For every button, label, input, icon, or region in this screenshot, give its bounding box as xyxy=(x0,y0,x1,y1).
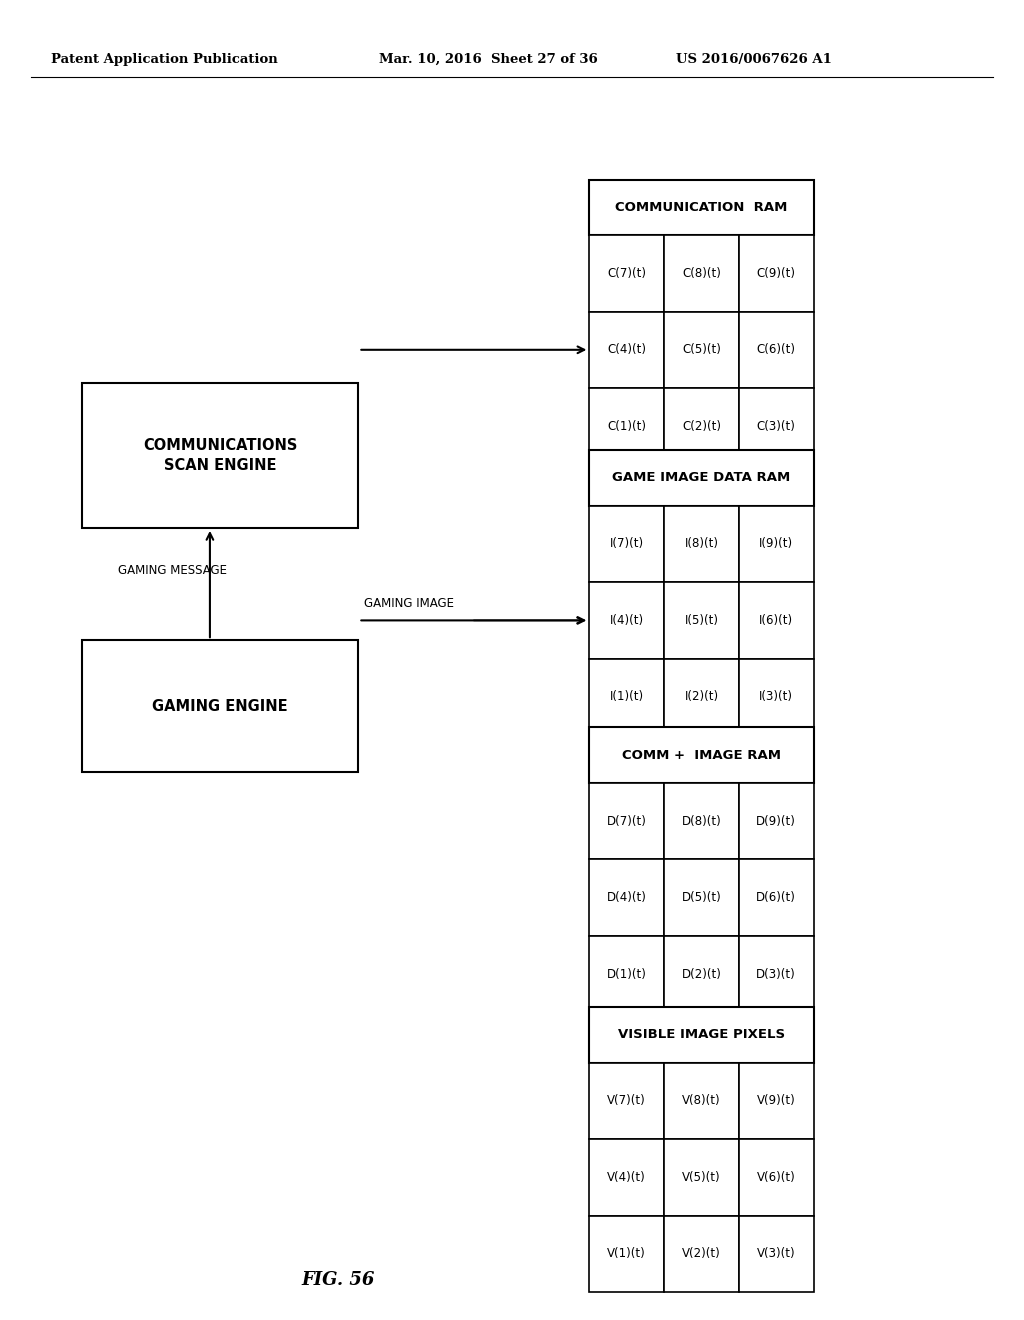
Bar xyxy=(590,235,665,312)
Text: US 2016/0067626 A1: US 2016/0067626 A1 xyxy=(676,53,831,66)
Text: D(4)(t): D(4)(t) xyxy=(607,891,646,904)
Bar xyxy=(665,1063,739,1139)
Text: Mar. 10, 2016  Sheet 27 of 36: Mar. 10, 2016 Sheet 27 of 36 xyxy=(379,53,598,66)
Bar xyxy=(739,235,814,312)
Text: C(9)(t): C(9)(t) xyxy=(757,267,796,280)
Text: I(1)(t): I(1)(t) xyxy=(609,690,644,704)
Bar xyxy=(739,1139,814,1216)
Bar xyxy=(739,659,814,735)
Text: I(2)(t): I(2)(t) xyxy=(684,690,719,704)
Bar xyxy=(590,582,665,659)
Text: COMM +  IMAGE RAM: COMM + IMAGE RAM xyxy=(622,748,781,762)
Bar xyxy=(665,936,739,1012)
Text: COMMUNICATION  RAM: COMMUNICATION RAM xyxy=(615,201,787,214)
Bar xyxy=(590,727,814,783)
Text: C(1)(t): C(1)(t) xyxy=(607,420,646,433)
Text: D(7)(t): D(7)(t) xyxy=(607,814,646,828)
Bar xyxy=(665,506,739,582)
Text: GAMING ENGINE: GAMING ENGINE xyxy=(153,698,288,714)
Bar xyxy=(590,312,665,388)
Text: GAME IMAGE DATA RAM: GAME IMAGE DATA RAM xyxy=(612,471,791,484)
Bar xyxy=(590,1216,665,1292)
Text: C(6)(t): C(6)(t) xyxy=(757,343,796,356)
Bar xyxy=(739,388,814,465)
Text: D(3)(t): D(3)(t) xyxy=(757,968,796,981)
Text: I(4)(t): I(4)(t) xyxy=(609,614,644,627)
Bar xyxy=(590,1063,665,1139)
Text: I(3)(t): I(3)(t) xyxy=(759,690,794,704)
Text: I(6)(t): I(6)(t) xyxy=(759,614,794,627)
Text: COMMUNICATIONS
SCAN ENGINE: COMMUNICATIONS SCAN ENGINE xyxy=(143,438,297,473)
Text: C(2)(t): C(2)(t) xyxy=(682,420,721,433)
Bar xyxy=(739,783,814,859)
Bar xyxy=(665,659,739,735)
Bar xyxy=(739,1216,814,1292)
Bar xyxy=(590,659,665,735)
Text: D(8)(t): D(8)(t) xyxy=(682,814,721,828)
Bar xyxy=(590,1007,814,1063)
Bar xyxy=(665,1139,739,1216)
Bar xyxy=(665,312,739,388)
Bar xyxy=(590,450,814,506)
Bar xyxy=(590,1139,665,1216)
Text: VISIBLE IMAGE PIXELS: VISIBLE IMAGE PIXELS xyxy=(617,1028,785,1041)
Bar xyxy=(82,640,358,772)
Text: I(7)(t): I(7)(t) xyxy=(609,537,644,550)
Bar xyxy=(739,1063,814,1139)
Bar xyxy=(739,936,814,1012)
Text: V(7)(t): V(7)(t) xyxy=(607,1094,646,1107)
Text: V(9)(t): V(9)(t) xyxy=(757,1094,796,1107)
Text: C(4)(t): C(4)(t) xyxy=(607,343,646,356)
Bar xyxy=(590,859,665,936)
Text: +: + xyxy=(693,502,710,520)
Text: D(9)(t): D(9)(t) xyxy=(757,814,796,828)
Bar xyxy=(590,783,665,859)
Bar xyxy=(739,312,814,388)
Bar xyxy=(739,859,814,936)
Text: I(8)(t): I(8)(t) xyxy=(684,537,719,550)
Text: C(7)(t): C(7)(t) xyxy=(607,267,646,280)
Text: C(8)(t): C(8)(t) xyxy=(682,267,721,280)
Bar xyxy=(739,582,814,659)
Text: Patent Application Publication: Patent Application Publication xyxy=(51,53,278,66)
Text: D(5)(t): D(5)(t) xyxy=(682,891,721,904)
Text: C(5)(t): C(5)(t) xyxy=(682,343,721,356)
Text: V(1)(t): V(1)(t) xyxy=(607,1247,646,1261)
Bar xyxy=(590,388,665,465)
Text: GAMING IMAGE: GAMING IMAGE xyxy=(364,597,454,610)
Text: V(6)(t): V(6)(t) xyxy=(757,1171,796,1184)
Bar xyxy=(82,383,358,528)
Text: V(5)(t): V(5)(t) xyxy=(682,1171,721,1184)
Bar xyxy=(590,936,665,1012)
Text: FIG. 56: FIG. 56 xyxy=(301,1271,375,1290)
Bar xyxy=(665,235,739,312)
Bar xyxy=(665,859,739,936)
Bar xyxy=(665,388,739,465)
Text: GAMING MESSAGE: GAMING MESSAGE xyxy=(118,564,226,577)
Text: V(3)(t): V(3)(t) xyxy=(757,1247,796,1261)
Text: V(4)(t): V(4)(t) xyxy=(607,1171,646,1184)
Text: C(3)(t): C(3)(t) xyxy=(757,420,796,433)
Text: D(2)(t): D(2)(t) xyxy=(682,968,721,981)
Text: =: = xyxy=(693,1049,710,1068)
Bar xyxy=(665,582,739,659)
Bar xyxy=(665,783,739,859)
Bar xyxy=(665,1216,739,1292)
Text: I(5)(t): I(5)(t) xyxy=(684,614,719,627)
Text: V(8)(t): V(8)(t) xyxy=(682,1094,721,1107)
Bar xyxy=(590,506,665,582)
Text: I(9)(t): I(9)(t) xyxy=(759,537,794,550)
Text: D(6)(t): D(6)(t) xyxy=(757,891,796,904)
Text: V(2)(t): V(2)(t) xyxy=(682,1247,721,1261)
Text: =: = xyxy=(693,772,710,791)
Text: D(1)(t): D(1)(t) xyxy=(607,968,646,981)
Bar xyxy=(739,506,814,582)
Bar xyxy=(590,180,814,235)
